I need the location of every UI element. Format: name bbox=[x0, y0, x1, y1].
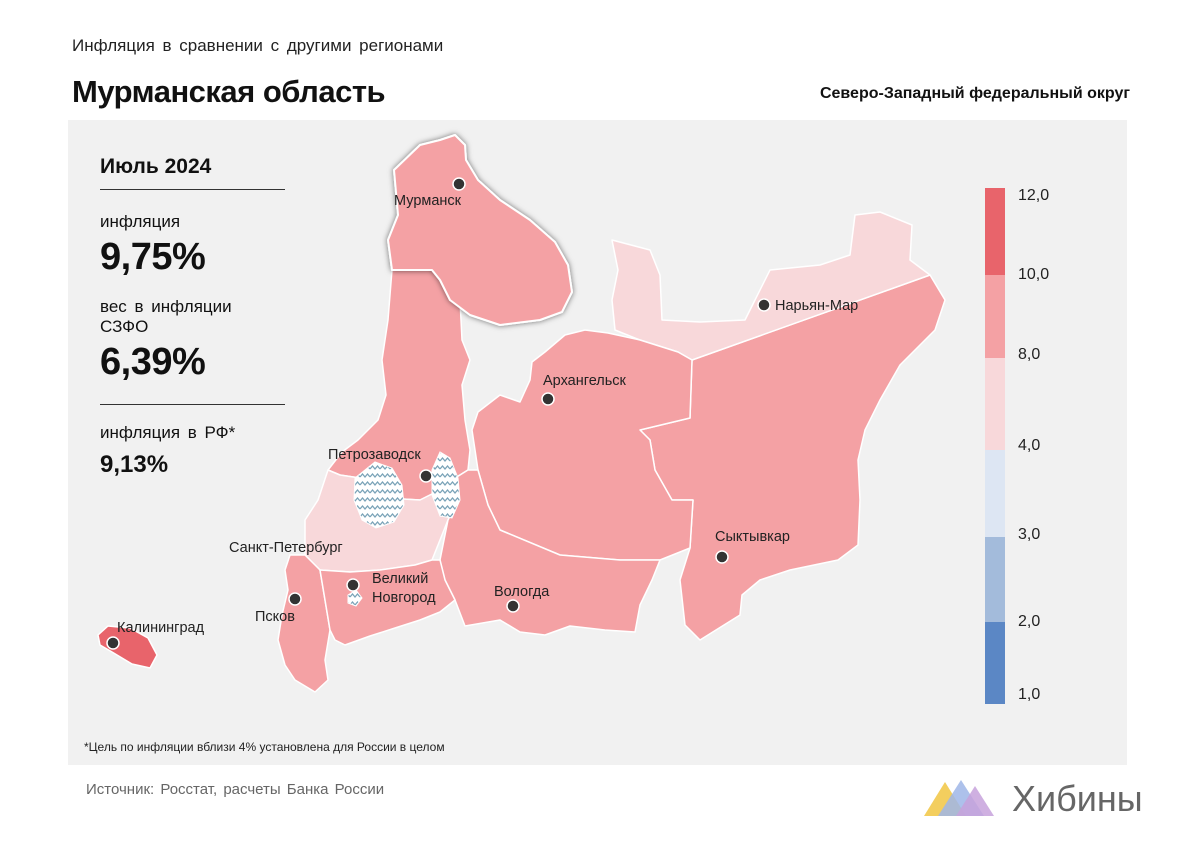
legend-tick-8: 8,0 bbox=[1018, 346, 1040, 363]
region-nenets bbox=[611, 211, 931, 361]
city-dot-veliky-novgorod bbox=[346, 578, 360, 592]
legend-tick-10: 10,0 bbox=[1018, 266, 1049, 283]
inflation-label: инфляция bbox=[100, 212, 181, 231]
city-dot-murmansk bbox=[452, 177, 466, 191]
city-dot-kaliningrad bbox=[106, 636, 120, 650]
city-label-veliky-novgorod-line1: Великий bbox=[372, 571, 428, 587]
legend-tick-12: 12,0 bbox=[1018, 187, 1049, 204]
period-label: Июль 2024 bbox=[100, 155, 285, 190]
inflation-value: 9,75% bbox=[100, 236, 206, 278]
city-label-petrozavodsk: Петрозаводск bbox=[328, 447, 421, 463]
legend-band-2-3 bbox=[985, 537, 1005, 622]
russia-inflation-value: 9,13% bbox=[100, 451, 169, 478]
city-dot-arkhangelsk bbox=[541, 392, 555, 406]
city-label-vologda: Вологда bbox=[494, 584, 550, 600]
color-scale-legend: 12,0 10,0 8,0 4,0 3,0 2,0 1,0 bbox=[985, 187, 1049, 704]
legend-band-4-8 bbox=[985, 358, 1005, 450]
city-label-syktyvkar: Сыктывкар bbox=[715, 529, 790, 545]
city-dot-vologda bbox=[506, 599, 520, 613]
legend-band-1-2 bbox=[985, 622, 1005, 704]
brand-logo-icon bbox=[924, 780, 994, 816]
city-label-kaliningrad: Калининград bbox=[117, 620, 205, 636]
legend-tick-4: 4,0 bbox=[1018, 437, 1040, 454]
page-title: Мурманская область bbox=[72, 74, 386, 109]
city-label-pskov: Псков bbox=[255, 609, 295, 625]
weight-label: вес в инфляции СЗФО bbox=[100, 297, 232, 336]
legend-tick-3: 3,0 bbox=[1018, 526, 1040, 543]
stats-panel: Июль 2024 инфляция 9,75% вес в инфляции … bbox=[100, 155, 285, 479]
city-dot-pskov bbox=[288, 592, 302, 606]
page-subtitle: Инфляция в сравнении с другими регионами bbox=[72, 36, 444, 55]
legend-band-8-10 bbox=[985, 275, 1005, 358]
footnote: *Цель по инфляции вблизи 4% установлена … bbox=[84, 740, 445, 754]
city-dot-naryan-mar bbox=[757, 298, 771, 312]
lake-onega bbox=[431, 451, 461, 519]
city-label-murmansk: Мурманск bbox=[394, 193, 462, 209]
city-label-veliky-novgorod-line2: Новгород bbox=[372, 590, 436, 606]
legend-tick-1: 1,0 bbox=[1018, 686, 1040, 703]
legend-band-10-12 bbox=[985, 188, 1005, 275]
legend-band-3-4 bbox=[985, 450, 1005, 537]
city-label-saint-petersburg: Санкт-Петербург bbox=[229, 540, 343, 556]
source-note: Источник: Росстат, расчеты Банка России bbox=[86, 781, 385, 798]
city-dot-syktyvkar bbox=[715, 550, 729, 564]
weight-value: 6,39% bbox=[100, 341, 206, 383]
legend-tick-2: 2,0 bbox=[1018, 613, 1040, 630]
region-arkhangelsk bbox=[471, 329, 694, 561]
city-label-naryan-mar: Нарьян-Мар bbox=[775, 298, 858, 314]
lake-ladoga bbox=[353, 461, 405, 529]
city-label-arkhangelsk: Архангельск bbox=[543, 373, 627, 389]
brand-name: Хибины bbox=[1012, 778, 1143, 819]
federal-district-label: Северо-Западный федеральный округ bbox=[819, 85, 1130, 102]
city-dot-petrozavodsk bbox=[419, 469, 433, 483]
divider bbox=[100, 404, 285, 405]
region-murmansk bbox=[387, 134, 573, 326]
russia-inflation-label: инфляция в РФ* bbox=[100, 423, 236, 442]
